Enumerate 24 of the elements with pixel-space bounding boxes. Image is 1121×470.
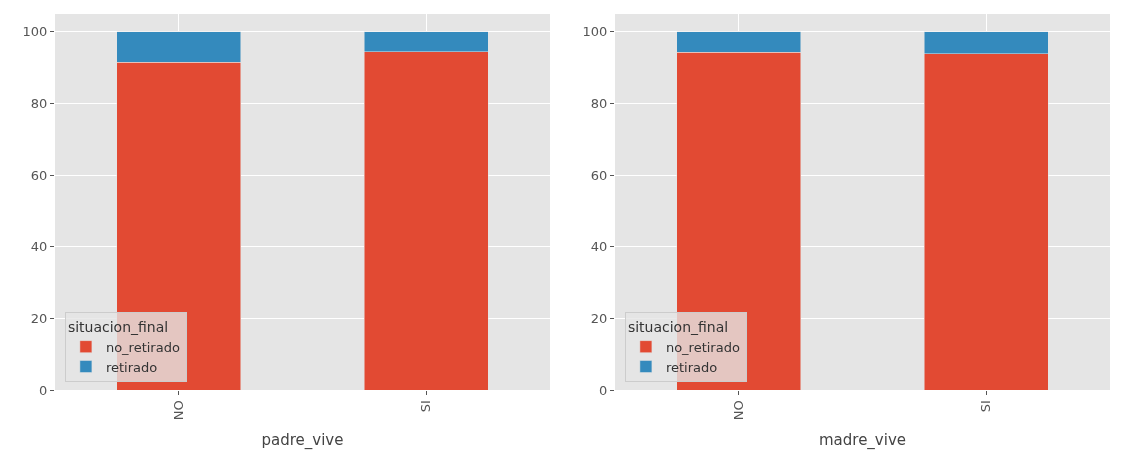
y-tick-label: 20 (30, 310, 48, 326)
legend-label: retirado (105, 359, 158, 375)
y-tick-label: 80 (30, 96, 48, 112)
y-tick-label: 100 (22, 24, 48, 40)
y-tick-label: 40 (590, 239, 608, 255)
y-tick-label: 60 (590, 167, 608, 183)
y-tick-label: 20 (590, 310, 608, 326)
x-axis-title: padre_vive (261, 431, 344, 450)
x-tick-label: SI (418, 400, 434, 413)
legend-title: situacion_final (67, 318, 169, 335)
legend-label: retirado (665, 359, 718, 375)
legend-label: no_retirado (665, 339, 740, 355)
x-axis-title: madre_vive (818, 431, 907, 450)
y-tick-label: 100 (582, 24, 608, 40)
y-tick-label: 0 (39, 382, 48, 398)
legend-title: situacion_final (627, 318, 729, 335)
x-tick-label: NO (730, 400, 746, 421)
y-tick-label: 40 (30, 239, 48, 255)
y-tick-label: 80 (590, 96, 608, 112)
x-tick-label: NO (170, 400, 186, 421)
y-tick-label: 60 (30, 167, 48, 183)
x-tick-label: SI (978, 400, 994, 413)
legend-label: no_retirado (105, 339, 180, 355)
y-tick-label: 0 (599, 382, 608, 398)
